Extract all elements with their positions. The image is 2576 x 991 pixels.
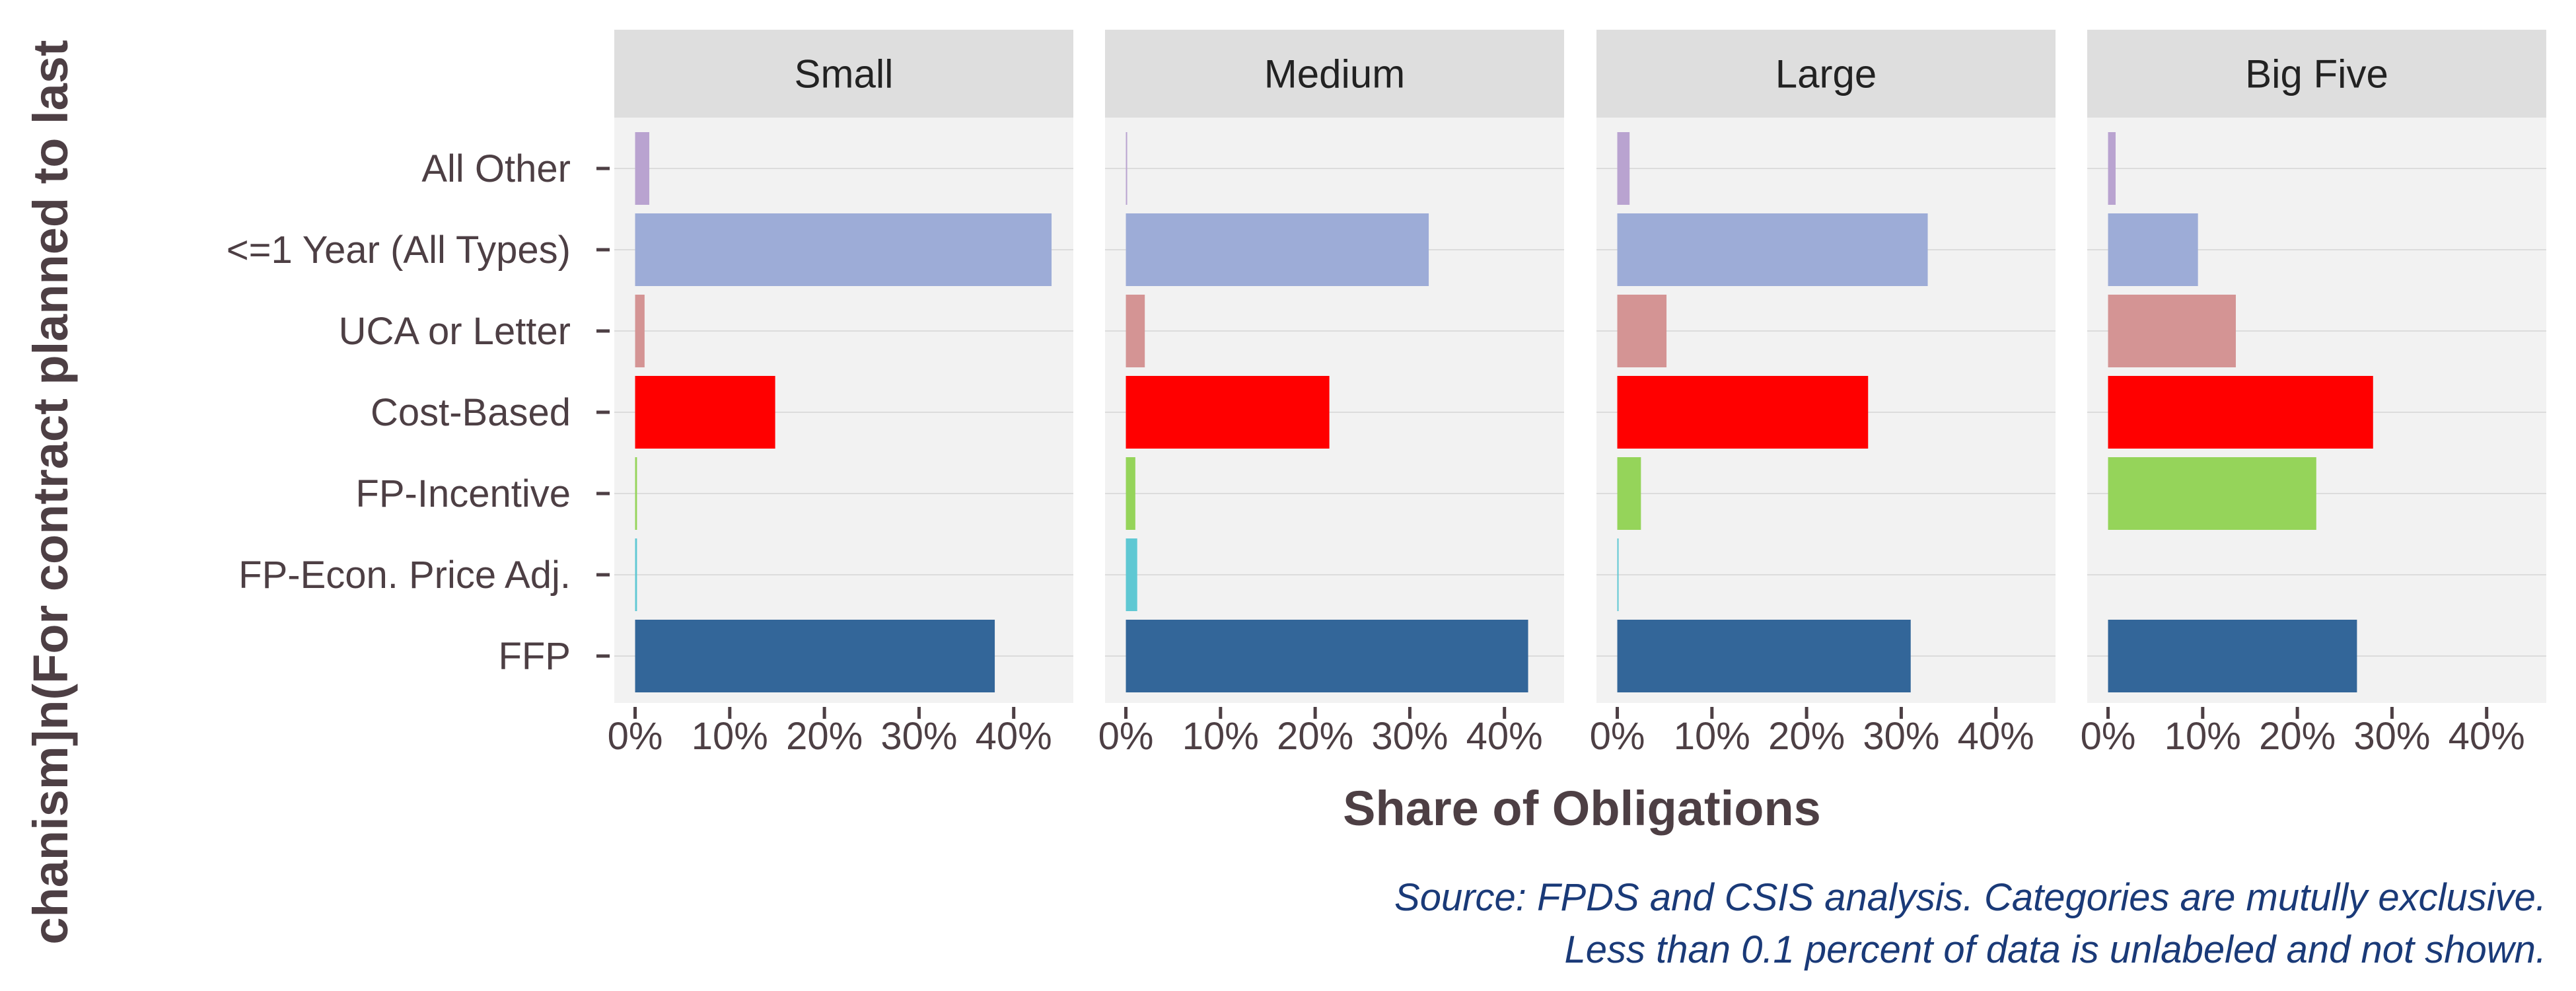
- bar-large-fp-econ-price-adj: [1617, 538, 1619, 611]
- bar-small-cost-based: [635, 376, 775, 449]
- bar-large-ffp: [1617, 620, 1911, 692]
- x-tick-label: 40%: [1466, 715, 1543, 758]
- panel-big-five: Big Five 0% 10% 20% 30% 40%: [2081, 30, 2546, 758]
- bar-medium-uca-or-letter: [1126, 295, 1145, 367]
- y-tick-label-ffp: FFP: [498, 635, 571, 678]
- bar-big-five-uca-or-letter: [2108, 295, 2236, 367]
- panel-large: Large 0% 10% 20% 30% 40%: [1590, 30, 2056, 758]
- bar-medium-1-year-all-types: [1126, 213, 1429, 286]
- bar-small-fp-econ-price-adj: [635, 538, 637, 611]
- x-tick-label: 20%: [1277, 715, 1353, 758]
- facet-label: Big Five: [2245, 52, 2388, 96]
- y-tick-label-uca-or-letter: UCA or Letter: [339, 310, 571, 353]
- y-tick-label-1-year-all-types: <=1 Year (All Types): [227, 229, 571, 272]
- bar-medium-fp-econ-price-adj: [1126, 538, 1137, 611]
- bar-medium-cost-based: [1126, 376, 1330, 449]
- x-tick-label: 30%: [880, 715, 957, 758]
- facet-label: Large: [1775, 52, 1877, 96]
- bar-small-ffp: [635, 620, 995, 692]
- x-tick-label: 30%: [2353, 715, 2430, 758]
- bar-big-five-cost-based: [2108, 376, 2373, 449]
- bar-large-cost-based: [1617, 376, 1869, 449]
- facet-strip: [2087, 30, 2546, 118]
- x-tick-label: 0%: [1590, 715, 1645, 758]
- x-tick-label: 40%: [2449, 715, 2525, 758]
- caption-line-2: Less than 0.1 percent of data is unlabel…: [1564, 928, 2546, 971]
- bar-medium-fp-incentive: [1126, 457, 1135, 530]
- x-tick-label: 0%: [608, 715, 663, 758]
- facet-label: Medium: [1264, 52, 1405, 96]
- bar-big-five-fp-incentive: [2108, 457, 2316, 530]
- bar-large-all-other: [1617, 132, 1630, 205]
- bar-medium-all-other: [1126, 132, 1127, 205]
- x-tick-label: 30%: [1371, 715, 1448, 758]
- bar-large-fp-incentive: [1617, 457, 1641, 530]
- y-axis-title: chanism]n(For contract planned to last: [23, 40, 78, 944]
- x-tick-label: 20%: [2259, 715, 2336, 758]
- bar-medium-ffp: [1126, 620, 1528, 692]
- x-tick-label: 30%: [1863, 715, 1939, 758]
- facet-strip: [614, 30, 1073, 118]
- x-tick-label: 0%: [1098, 715, 1154, 758]
- bar-large-1-year-all-types: [1617, 213, 1928, 286]
- bar-small-1-year-all-types: [635, 213, 1052, 286]
- x-tick-label: 10%: [2165, 715, 2241, 758]
- x-tick-label: 40%: [976, 715, 1052, 758]
- bar-big-five-ffp: [2108, 620, 2357, 692]
- y-axis-labels: All Other <=1 Year (All Types) UCA or Lett…: [227, 147, 610, 678]
- bar-big-five-all-other: [2108, 132, 2116, 205]
- facet-strip: [1596, 30, 2056, 118]
- panel-small: Small 0% 10% 20% 30% 40%: [608, 30, 1073, 758]
- y-tick-label-all-other: All Other: [421, 147, 571, 190]
- y-tick-label-fp-incentive: FP-Incentive: [355, 472, 571, 515]
- facet-strip: [1105, 30, 1564, 118]
- x-axis-title: Share of Obligations: [1343, 781, 1821, 836]
- bar-big-five-1-year-all-types: [2108, 213, 2198, 286]
- bar-small-all-other: [635, 132, 650, 205]
- x-tick-label: 20%: [1768, 715, 1845, 758]
- x-tick-label: 10%: [1674, 715, 1750, 758]
- panel-medium: Medium 0% 10% 20% 30% 40%: [1098, 30, 1564, 758]
- x-tick-label: 10%: [1182, 715, 1259, 758]
- y-tick-label-fp-econ-price-adj: FP-Econ. Price Adj.: [238, 554, 571, 597]
- bar-small-fp-incentive: [635, 457, 637, 530]
- x-tick-label: 20%: [786, 715, 863, 758]
- bar-small-uca-or-letter: [635, 295, 645, 367]
- bar-large-uca-or-letter: [1617, 295, 1667, 367]
- x-tick-label: 10%: [692, 715, 768, 758]
- x-tick-label: 40%: [1958, 715, 2034, 758]
- facet-label: Small: [794, 52, 893, 96]
- caption-line-1: Source: FPDS and CSIS analysis. Categori…: [1394, 876, 2546, 919]
- x-tick-label: 0%: [2081, 715, 2136, 758]
- y-tick-label-cost-based: Cost-Based: [371, 391, 571, 434]
